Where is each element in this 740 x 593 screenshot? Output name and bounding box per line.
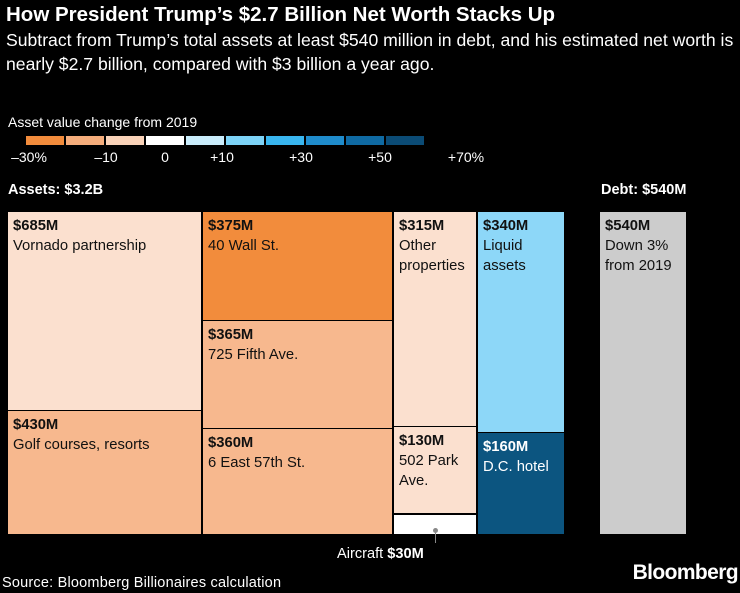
legend-swatch [146,136,184,145]
legend-swatch [26,136,64,145]
cell-value: $340M [483,218,529,234]
legend-swatch [346,136,384,145]
cell-label: Other properties [399,238,465,274]
treemap-cell: $365M 725 Fifth Ave. [203,321,392,428]
treemap-cell: $430M Golf courses, resorts [8,411,201,534]
legend-label: +10 [210,149,234,165]
cell-label: Vornado partnership [13,238,147,254]
cell-value: $375M [208,218,254,234]
treemap-cell: $160M D.C. hotel [478,433,564,534]
source-note: Source: Bloomberg Billionaires calculati… [2,575,282,591]
cell-label: D.C. hotel [483,459,549,475]
legend-label: +50 [368,149,392,165]
legend-swatch [186,136,224,145]
legend-swatch [106,136,144,145]
legend-swatch [386,136,424,145]
cell-value: $160M [483,439,529,455]
cell-value: $360M [208,435,254,451]
legend-swatch [66,136,104,145]
treemap-cell: $315M Other properties [394,212,476,426]
legend-swatch [226,136,264,145]
assets-total-label: Assets: $3.2B [8,182,104,198]
legend-label: –30% [11,149,47,165]
aircraft-value: $30M [387,546,424,562]
legend-title: Asset value change from 2019 [8,114,198,130]
treemap-cell: $685M Vornado partnership [8,212,201,410]
treemap-cell: $340M Liquid assets [478,212,564,432]
cell-label: Liquid assets [483,238,526,274]
aircraft-leader-dot [433,528,438,533]
legend-label: –10 [94,149,118,165]
aircraft-prefix: Aircraft [337,546,384,562]
treemap-cell: $360M 6 East 57th St. [203,429,392,534]
aircraft-annotation: Aircraft $30M [337,546,424,562]
cell-value: $365M [208,327,254,343]
chart-title: How President Trump’s $2.7 Billion Net W… [6,3,556,26]
aircraft-cell [394,515,476,534]
cell-value: $315M [399,218,445,234]
debt-value: $540M [605,218,651,234]
cell-label: 6 East 57th St. [208,455,306,471]
cell-label: 725 Fifth Ave. [208,347,299,363]
legend-swatch [266,136,304,145]
legend-label: +70% [447,149,485,165]
cell-label: Golf courses, resorts [13,437,150,453]
cell-label: 502 Park Ave. [399,453,459,489]
cell-value: $685M [13,218,59,234]
cell-label: 40 Wall St. [208,238,279,254]
bloomberg-logo: Bloomberg [632,561,739,584]
cell-value: $130M [399,433,445,449]
treemap-cell: $130M 502 Park Ave. [394,427,476,513]
legend-label: +30 [289,149,313,165]
debt-cell: $540M Down 3% from 2019 [600,212,686,534]
legend-label: 0 [161,149,169,165]
legend-swatch [306,136,344,145]
chart-subtitle: Subtract from Trump’s total assets at le… [6,30,734,74]
aircraft-leader-line [435,531,436,543]
treemap-cell: $375M 40 Wall St. [203,212,392,320]
cell-value: $430M [13,417,59,433]
debt-label: Down 3% from 2019 [605,238,672,274]
debt-total-label: Debt: $540M [601,182,687,198]
